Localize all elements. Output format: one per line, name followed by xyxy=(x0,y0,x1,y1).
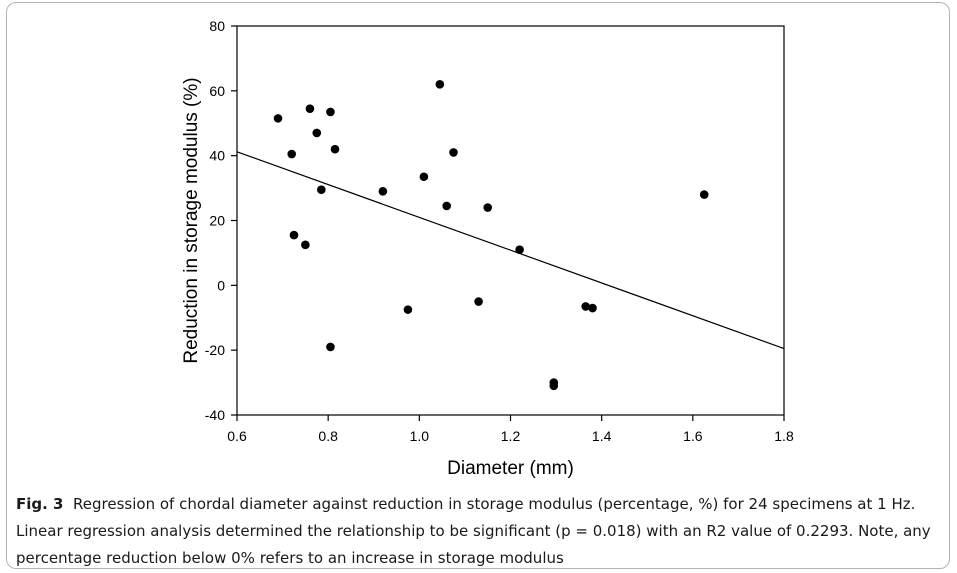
x-tick-label: 1.2 xyxy=(501,428,521,444)
axes: 0.6 0.8 1.0 1.2 1.4 1.6 1.8 -40 -20 0 20 40 60 80 xyxy=(205,18,794,444)
data-point xyxy=(301,240,310,250)
figure-frame xyxy=(6,2,950,569)
caption-text: Regression of chordal diameter against r… xyxy=(16,495,931,567)
x-tick-label: 1.4 xyxy=(592,428,612,444)
chart-marks xyxy=(236,80,785,391)
x-tick-label: 1.0 xyxy=(410,428,430,444)
data-point xyxy=(287,149,297,159)
data-point xyxy=(442,201,451,211)
data-point xyxy=(449,148,458,157)
figure-caption: Fig. 3 Regression of chordal diameter ag… xyxy=(16,491,944,572)
data-point xyxy=(317,185,326,195)
data-point xyxy=(312,128,322,138)
x-tick-label: 0.8 xyxy=(318,428,338,444)
scatter-chart: 0.6 0.8 1.0 1.2 1.4 1.6 1.8 -40 -20 0 20 40 60 80 Dia… xyxy=(181,18,794,479)
y-tick-label: 80 xyxy=(209,18,225,34)
y-tick-label: 60 xyxy=(209,83,225,99)
data-point xyxy=(581,302,591,311)
x-tick-label: 1.6 xyxy=(683,428,703,444)
y-tick-label: -20 xyxy=(205,342,225,358)
data-point xyxy=(474,297,483,306)
data-point xyxy=(403,305,413,314)
data-point xyxy=(378,187,388,196)
data-point xyxy=(273,114,283,123)
y-tick-label: 20 xyxy=(209,213,225,229)
data-point xyxy=(289,230,299,240)
data-point xyxy=(515,245,524,254)
y-tick-label: 40 xyxy=(209,148,225,164)
x-tick-label: 1.8 xyxy=(774,428,794,444)
data-point xyxy=(419,172,429,182)
regression-line xyxy=(236,151,785,350)
y-tick-label: 0 xyxy=(217,277,225,293)
data-point xyxy=(305,104,315,113)
data-point xyxy=(326,342,335,352)
plot-area-frame xyxy=(236,25,785,416)
data-point xyxy=(549,381,559,391)
data-point xyxy=(435,80,445,89)
x-tick-label: 0.6 xyxy=(227,428,247,444)
data-point xyxy=(588,303,597,313)
data-point xyxy=(330,144,340,154)
data-point xyxy=(483,203,493,212)
figure-label: Fig. 3 xyxy=(16,495,64,513)
y-axis-label: Reduction in storage modulus (%) xyxy=(181,77,202,363)
x-axis-label: Diameter (mm) xyxy=(447,458,574,479)
data-point xyxy=(699,190,709,199)
y-tick-label: -40 xyxy=(205,407,225,423)
data-point xyxy=(326,107,335,117)
